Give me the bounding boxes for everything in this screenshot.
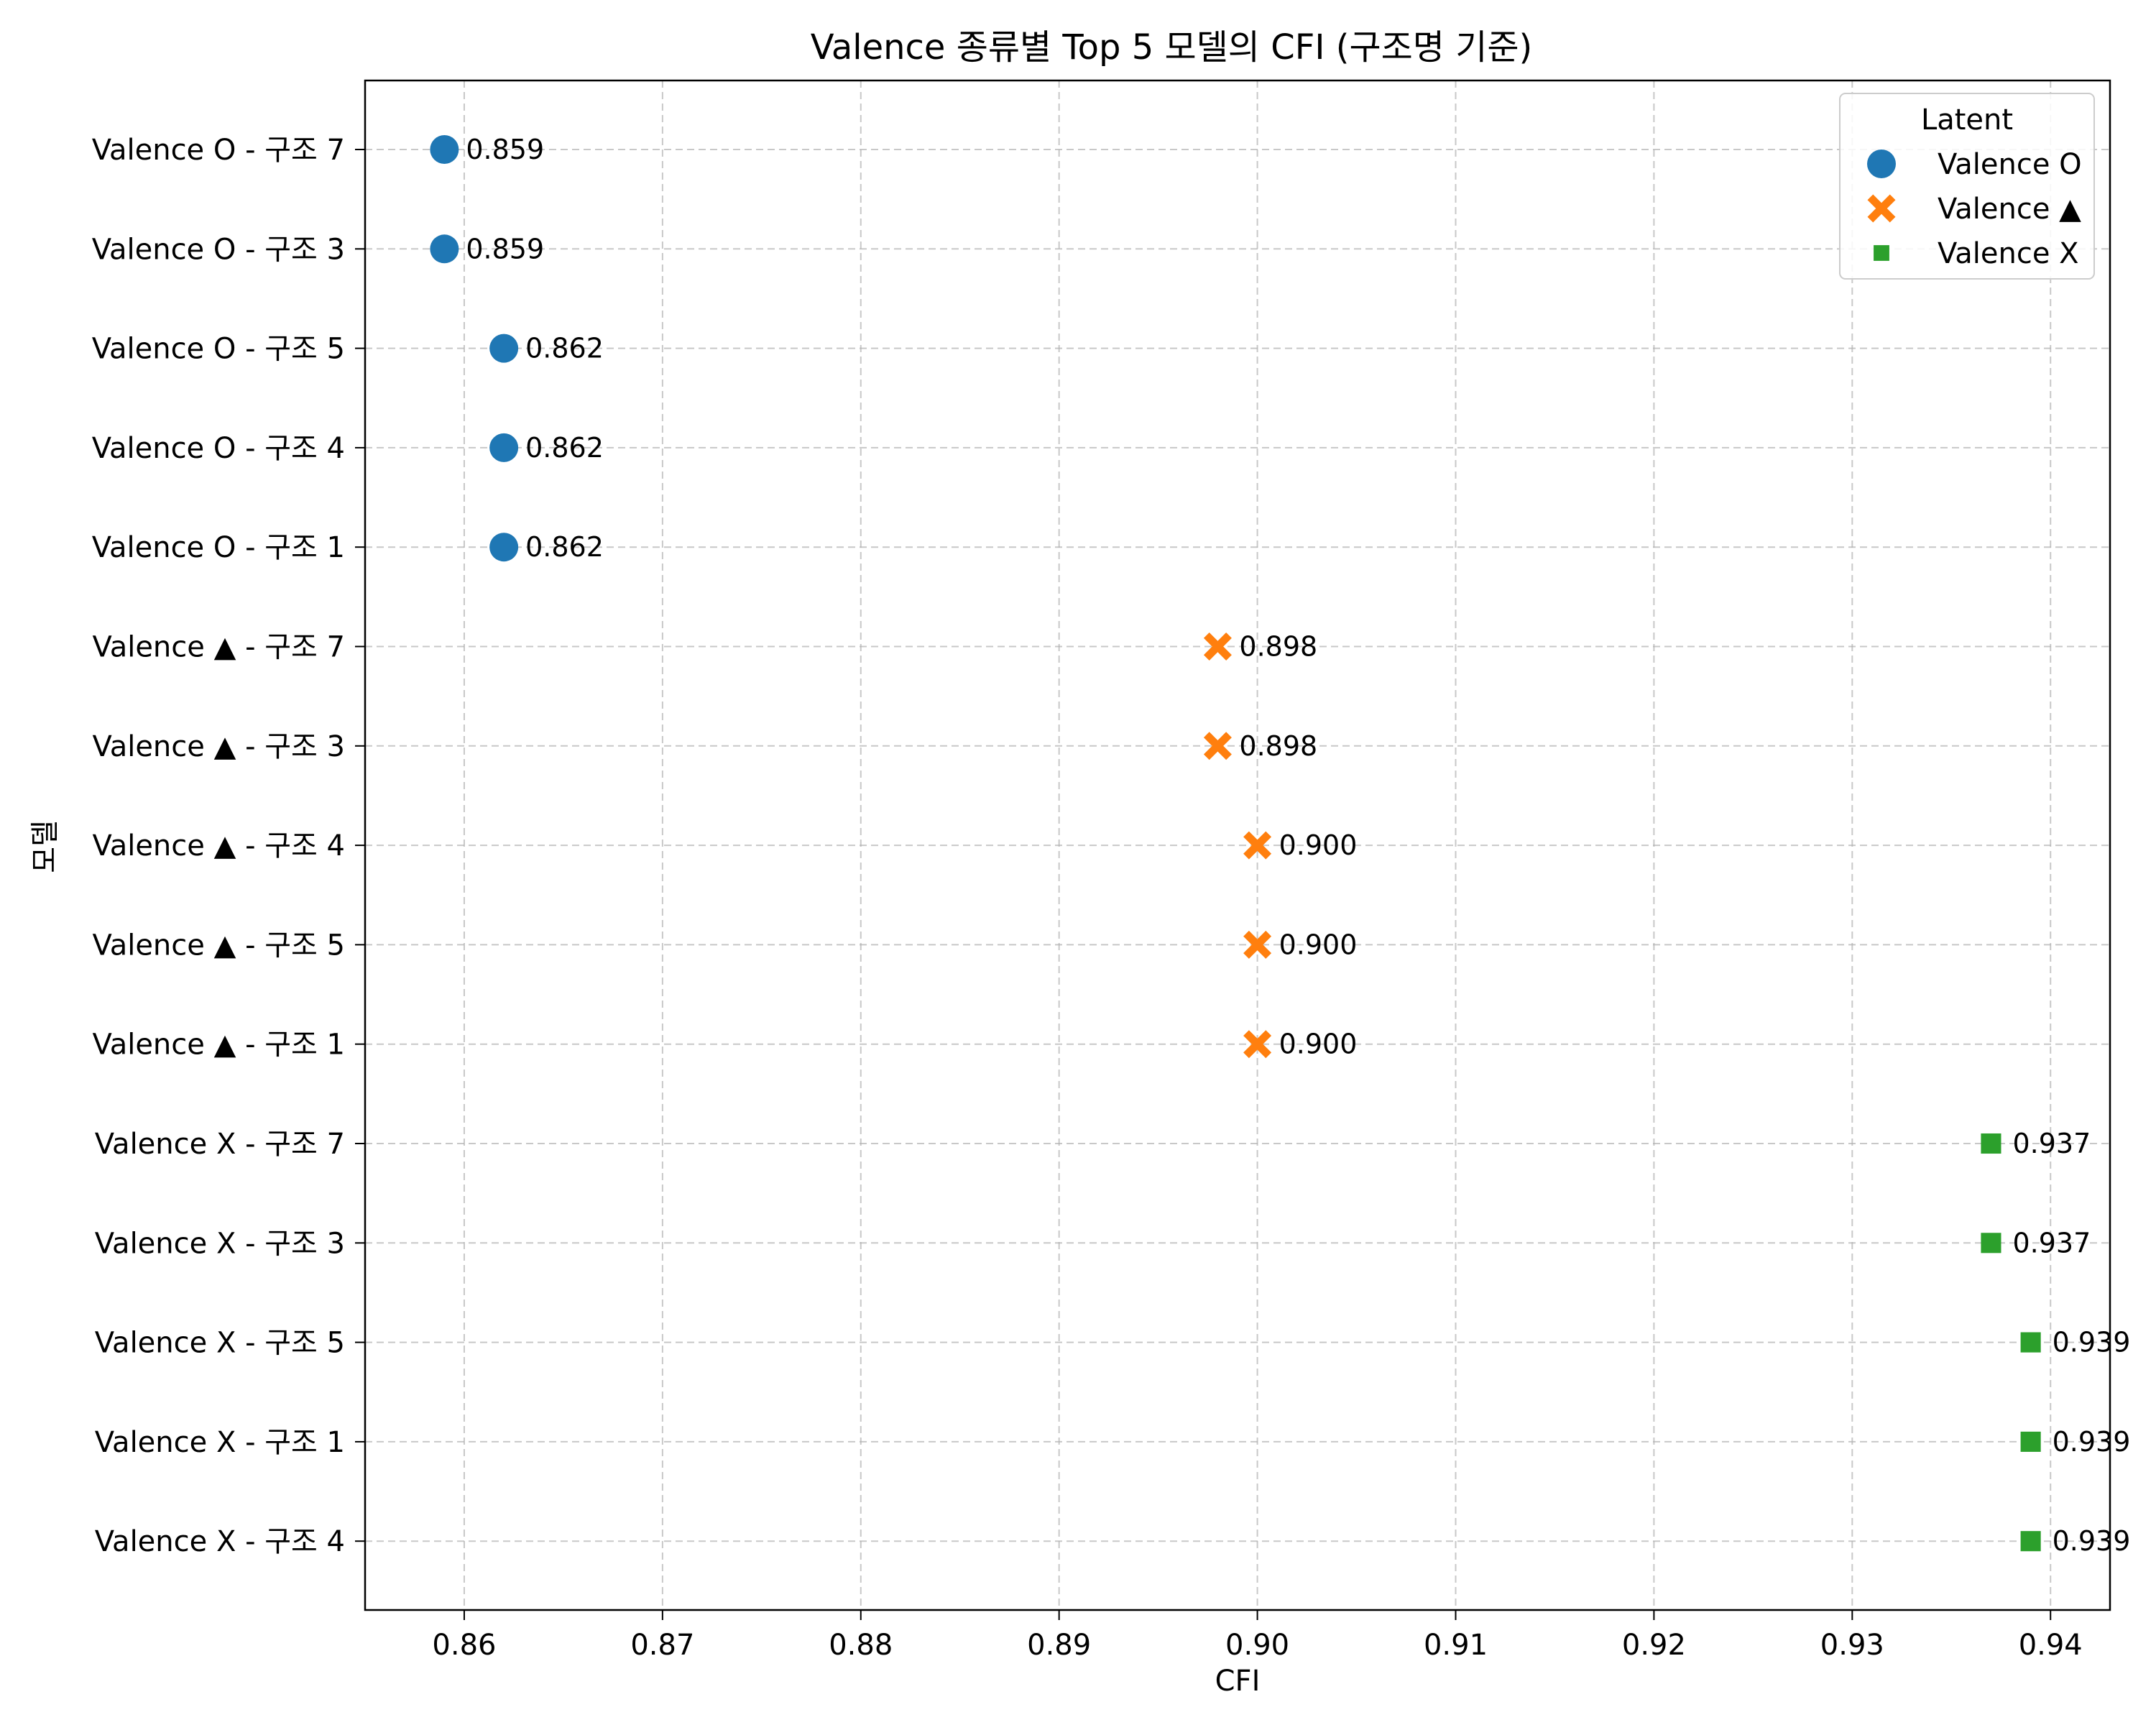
data-point [1243, 1030, 1272, 1059]
data-point [1243, 930, 1272, 959]
data-label: 0.900 [1279, 829, 1358, 861]
data-point [489, 334, 519, 363]
data-label: 0.900 [1279, 1029, 1358, 1060]
y-tick-label: Valence O - 구조 1 [92, 531, 345, 564]
y-tick-label: Valence X - 구조 3 [95, 1227, 345, 1260]
y-tick-label: Valence O - 구조 7 [92, 134, 345, 167]
plot-frame [364, 79, 2111, 1611]
data-label: 0.900 [1279, 929, 1358, 960]
data-point [2020, 1531, 2041, 1552]
data-point [489, 433, 519, 462]
y-tick-label: Valence ▲ - 구조 5 [92, 929, 345, 962]
x-tick-label: 0.86 [432, 1629, 496, 1662]
y-tick-label: Valence X - 구조 4 [95, 1525, 345, 1558]
data-point [2020, 1332, 2041, 1353]
y-tick-label: Valence O - 구조 4 [92, 432, 345, 465]
data-marks: 0.859 0.859 0.862 0.862 0.862 0.898 0.898 0.900… [430, 134, 2130, 1557]
data-point [1981, 1233, 2001, 1254]
legend: Latent Valence O Valence ▲ Valence X [1839, 93, 2095, 280]
data-point [430, 135, 459, 164]
data-point [430, 234, 459, 264]
data-label: 0.898 [1239, 730, 1317, 762]
data-point [1243, 831, 1272, 860]
data-label: 0.898 [1239, 631, 1317, 663]
legend-marker [1867, 194, 1896, 223]
data-label: 0.859 [466, 233, 544, 264]
x-tick-label: 0.92 [1622, 1629, 1686, 1662]
data-label: 0.939 [2053, 1525, 2131, 1557]
data-label: 0.939 [2053, 1327, 2131, 1358]
y-axis-label: 모델 [29, 820, 62, 873]
y-tick-label: Valence X - 구조 5 [95, 1327, 345, 1360]
axes: 0.86 0.87 0.88 0.89 0.90 0.91 0.92 0.93 0.94 Vale… [92, 79, 2111, 1662]
grid-lines [365, 80, 2110, 1610]
x-tick-label: 0.88 [829, 1629, 893, 1662]
data-point [2020, 1431, 2041, 1452]
x-tick-label: 0.93 [1820, 1629, 1884, 1662]
legend-marker [1867, 150, 1896, 178]
y-tick-label: Valence ▲ - 구조 7 [92, 631, 345, 664]
chart-title: Valence 종류별 Top 5 모델의 CFI (구조명 기준) [811, 27, 1533, 68]
y-tick-label: Valence O - 구조 3 [92, 233, 345, 266]
legend-box [1839, 93, 2095, 280]
data-point [1981, 1133, 2001, 1154]
legend-entry: Valence ▲ [1938, 193, 2081, 226]
y-tick-label: Valence ▲ - 구조 1 [92, 1029, 345, 1062]
data-label: 0.939 [2053, 1426, 2131, 1458]
data-label: 0.937 [2012, 1128, 2091, 1159]
data-point [1203, 632, 1232, 661]
legend-entry: Valence X [1938, 237, 2079, 270]
legend-entry: Valence O [1938, 148, 2082, 181]
data-label: 0.862 [525, 333, 604, 364]
data-label: 0.937 [2012, 1227, 2091, 1259]
x-axis-label: CFI [1215, 1665, 1261, 1698]
x-tick-label: 0.91 [1424, 1629, 1488, 1662]
data-point [489, 533, 519, 562]
y-tick-label: Valence X - 구조 7 [95, 1128, 345, 1161]
x-tick-label: 0.90 [1225, 1629, 1289, 1662]
y-tick-label: Valence ▲ - 구조 4 [92, 829, 345, 862]
y-tick-label: Valence X - 구조 1 [95, 1426, 345, 1459]
data-label: 0.859 [466, 134, 544, 165]
y-tick-label: Valence O - 구조 5 [92, 333, 345, 366]
data-label: 0.862 [525, 432, 604, 464]
x-tick-label: 0.87 [630, 1629, 694, 1662]
legend-marker [1874, 245, 1889, 261]
data-point [1203, 732, 1232, 760]
x-tick-label: 0.94 [2019, 1629, 2083, 1662]
data-label: 0.862 [525, 531, 604, 563]
x-tick-label: 0.89 [1027, 1629, 1091, 1662]
y-tick-label: Valence ▲ - 구조 3 [92, 730, 345, 763]
legend-title: Latent [1921, 104, 2013, 137]
